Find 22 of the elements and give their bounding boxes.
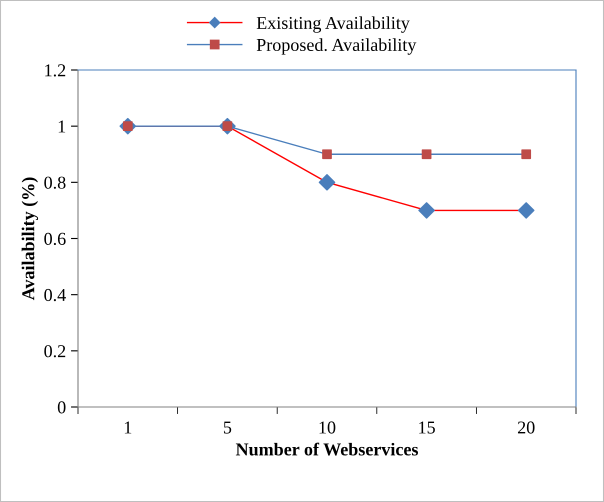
point — [322, 149, 332, 160]
x-tick-label: 1 — [124, 422, 132, 434]
legend-label: Proposed. Availability — [256, 38, 416, 55]
y-tick-label: 0 — [58, 401, 66, 414]
point — [422, 149, 432, 160]
x-tick-label: 20 — [518, 421, 535, 434]
y-tick-label: 0.2 — [44, 345, 66, 358]
x-tick-label: 15 — [419, 422, 435, 434]
legend-label: Exisiting Availability — [256, 16, 410, 33]
x-axis-title: Number of Webservices — [236, 442, 418, 456]
point — [518, 202, 534, 219]
point — [318, 174, 336, 191]
y-tick-label: 1 — [58, 120, 66, 132]
y-axis-title: Availability (%) — [22, 178, 38, 300]
x-tick-label: 5 — [224, 422, 232, 434]
point — [521, 149, 532, 160]
y-tick-label: 0.8 — [44, 176, 66, 189]
point — [418, 202, 435, 219]
y-tick-label: 1.2 — [45, 64, 66, 77]
x-tick-label: 10 — [320, 421, 336, 434]
y-tick-label: 0.6 — [44, 232, 66, 246]
y-tick-label: 0.4 — [44, 288, 66, 302]
